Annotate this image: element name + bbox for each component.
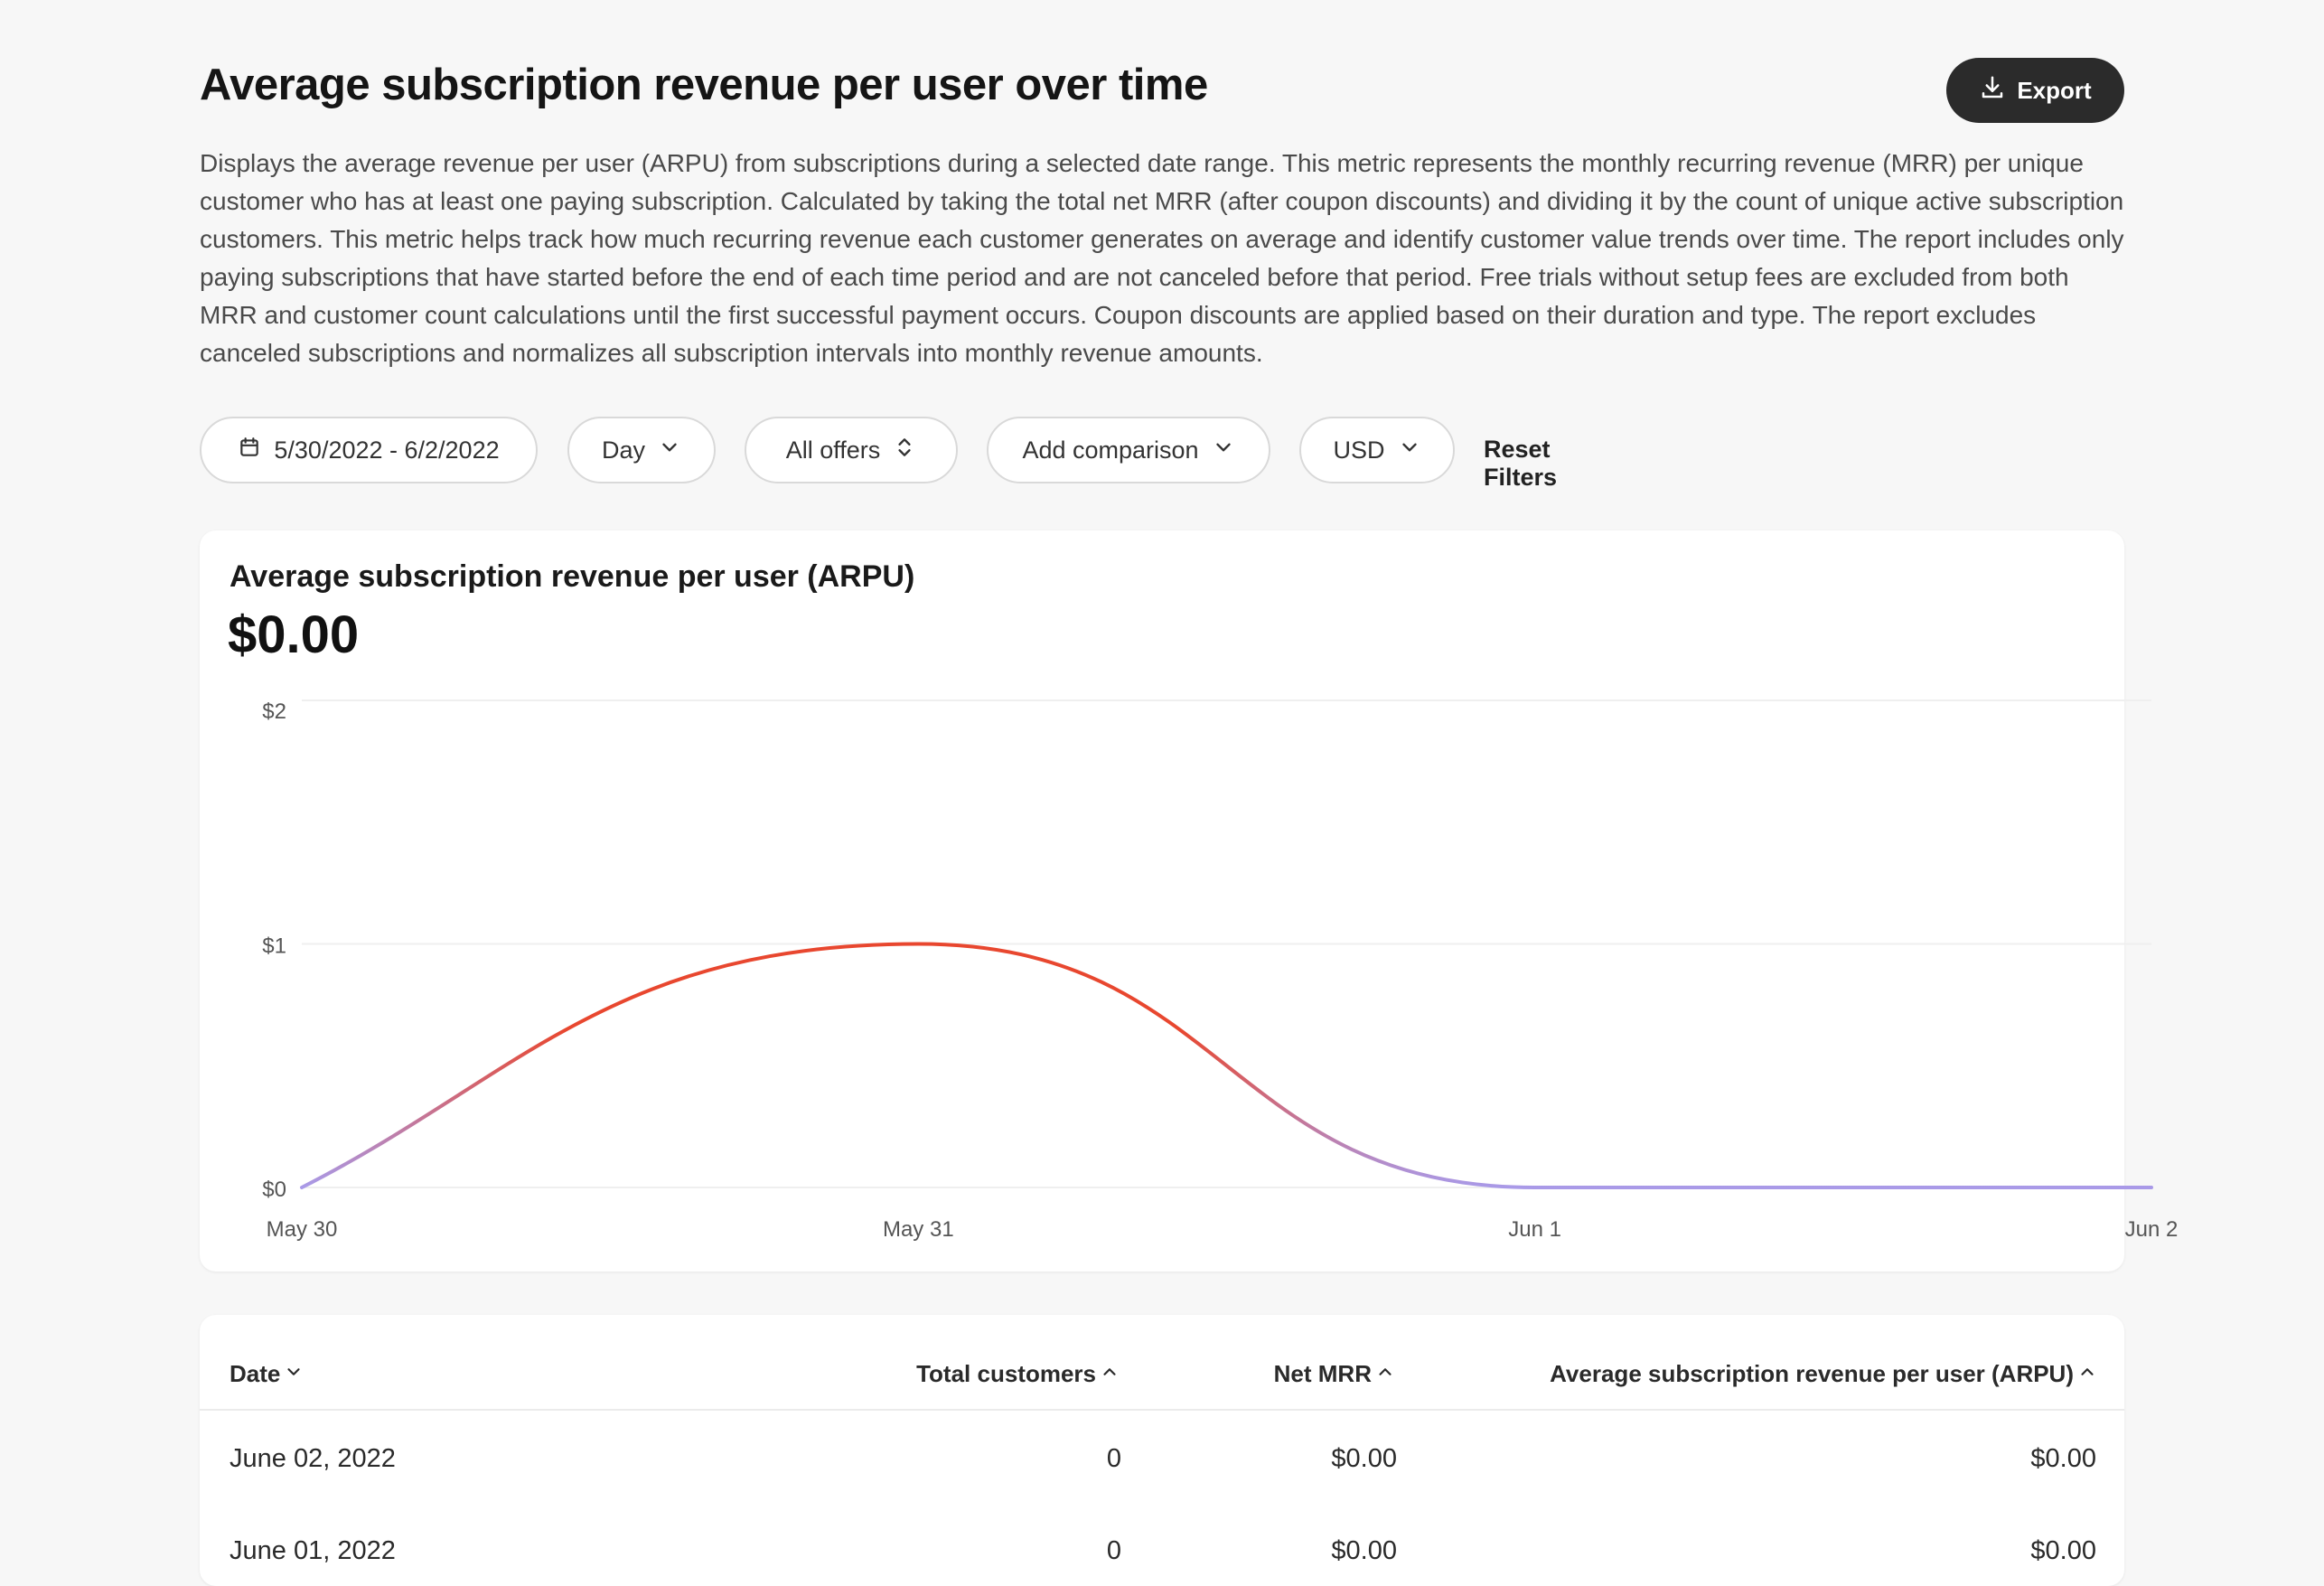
arpu-line-chart: $0 $1 $2 May 30 May 31 Jun 1 Jun 2 [262, 699, 2178, 1242]
download-icon [1979, 74, 2006, 108]
x-tick-label: Jun 2 [2125, 1217, 2179, 1242]
cell-net-mrr: $0.00 [1331, 1536, 1397, 1565]
chart-title: Average subscription revenue per user (A… [230, 559, 915, 594]
cell-date: June 02, 2022 [230, 1444, 396, 1473]
table-header-divider [200, 1409, 2124, 1411]
offers-select[interactable]: All offers [745, 417, 958, 483]
x-tick-label: Jun 1 [1508, 1217, 1561, 1242]
arpu-table: Date Total customers Net MRR Average sub… [200, 1315, 2124, 1586]
cell-total-customers: 0 [1106, 1444, 1121, 1473]
reset-filters-button[interactable]: Reset Filters [1484, 436, 1558, 491]
currency-label: USD [1333, 436, 1385, 464]
data-point[interactable] [2146, 1182, 2157, 1193]
data-point[interactable] [913, 939, 923, 950]
y-tick-label: $1 [262, 934, 286, 959]
data-point[interactable] [1530, 1182, 1541, 1193]
y-tick-label: $2 [262, 699, 286, 724]
chevron-down-icon [658, 436, 681, 465]
offers-label: All offers [785, 436, 881, 464]
chevron-down-icon [1212, 436, 1235, 465]
arpu-series-line [300, 942, 2153, 1190]
x-tick-label: May 30 [267, 1217, 338, 1242]
add-comparison-select[interactable]: Add comparison [987, 417, 1270, 483]
y-tick-label: $0 [262, 1178, 286, 1202]
chevron-up-down-icon [893, 436, 916, 465]
granularity-select[interactable]: Day [567, 417, 716, 483]
page-title: Average subscription revenue per user ov… [200, 61, 1208, 109]
cell-net-mrr: $0.00 [1331, 1444, 1397, 1473]
cell-total-customers: 0 [1106, 1536, 1121, 1565]
arpu-chart-card: Average subscription revenue per user (A… [200, 530, 2178, 1272]
data-point[interactable] [296, 1182, 307, 1193]
column-header-net-mrr[interactable]: Net MRR [1274, 1360, 1395, 1388]
x-tick-label: May 31 [883, 1217, 954, 1242]
sort-desc-icon [284, 1360, 304, 1388]
sort-asc-icon [1100, 1360, 1120, 1388]
column-header-arpu[interactable]: Average subscription revenue per user (A… [1550, 1360, 2097, 1388]
currency-select[interactable]: USD [1299, 417, 1455, 483]
column-header-total-customers[interactable]: Total customers [916, 1360, 1120, 1388]
sort-asc-icon [1375, 1360, 1395, 1388]
date-range-label: 5/30/2022 - 6/2/2022 [274, 436, 500, 464]
column-header-date[interactable]: Date [230, 1360, 304, 1388]
page-description: Displays the average revenue per user (A… [200, 149, 2124, 367]
chevron-down-icon [1398, 436, 1421, 465]
cell-arpu: $0.00 [2030, 1444, 2096, 1473]
calendar-icon [238, 436, 261, 465]
granularity-label: Day [601, 436, 645, 464]
date-range-picker[interactable]: 5/30/2022 - 6/2/2022 [200, 417, 538, 483]
cell-arpu: $0.00 [2030, 1536, 2096, 1565]
cell-date: June 01, 2022 [230, 1536, 396, 1565]
comparison-label: Add comparison [1022, 436, 1199, 464]
export-label: Export [2017, 76, 2092, 104]
export-button[interactable]: Export [1946, 58, 2124, 123]
chart-total-value: $0.00 [228, 605, 360, 664]
sort-asc-icon [2077, 1360, 2097, 1388]
